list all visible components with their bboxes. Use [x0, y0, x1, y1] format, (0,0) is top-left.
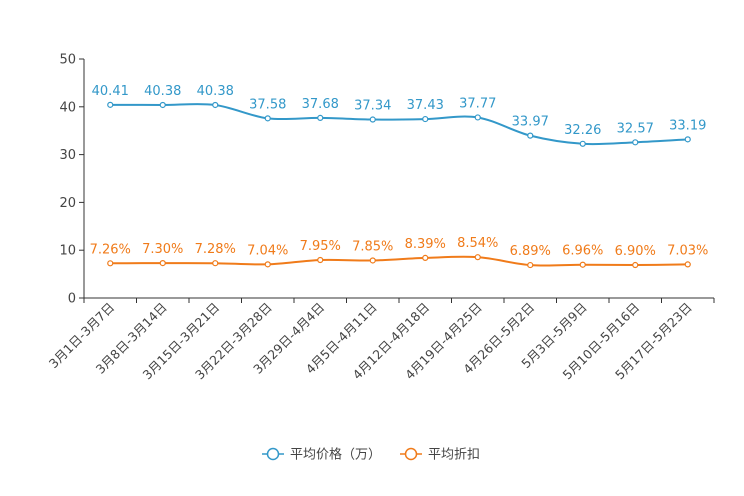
data-label: 6.89%: [510, 244, 551, 259]
data-label: 8.54%: [457, 236, 498, 251]
data-label: 40.38: [197, 84, 234, 99]
data-point: [212, 101, 219, 109]
data-label: 7.26%: [90, 242, 131, 257]
data-point: [369, 116, 376, 123]
data-point: [317, 256, 324, 264]
data-point: [107, 101, 114, 108]
data-label: 37.34: [354, 99, 391, 114]
data-label: 33.19: [669, 118, 706, 133]
data-label: 6.90%: [615, 244, 656, 259]
data-label: 32.57: [617, 121, 654, 136]
data-point: [474, 254, 481, 261]
data-point: [579, 261, 586, 268]
data-point: [474, 114, 481, 121]
data-label: 7.28%: [195, 242, 236, 257]
data-point: [317, 114, 324, 121]
legend-swatch-marker: [404, 447, 418, 461]
data-point: [684, 261, 691, 268]
data-point: [579, 140, 586, 147]
data-point: [264, 115, 271, 122]
y-tick-label: 10: [59, 244, 76, 259]
data-label: 6.96%: [562, 244, 603, 259]
data-point: [422, 254, 429, 261]
data-label: 7.03%: [667, 243, 708, 258]
data-point: [632, 261, 639, 269]
data-point: [632, 139, 639, 146]
legend-swatch-marker: [266, 447, 280, 461]
data-label: 37.68: [302, 97, 339, 112]
data-label: 37.77: [459, 96, 496, 111]
data-point: [159, 101, 166, 109]
data-point: [264, 261, 271, 268]
data-label: 7.30%: [142, 242, 183, 257]
y-tick-label: 0: [68, 292, 76, 307]
data-label: 32.26: [564, 123, 601, 138]
y-tick-label: 20: [59, 196, 76, 211]
series-line: [110, 255, 688, 267]
data-label: 8.39%: [405, 237, 446, 252]
data-label: 40.38: [144, 84, 181, 99]
data-label: 33.97: [512, 115, 549, 130]
data-label: 7.85%: [352, 239, 393, 254]
data-point: [369, 257, 376, 264]
y-tick-label: 40: [59, 100, 76, 115]
series-line: [110, 103, 688, 146]
data-point: [422, 115, 429, 123]
legend-label: 平均价格（万）: [290, 447, 381, 463]
data-label: 40.41: [92, 84, 129, 99]
data-point: [212, 260, 219, 267]
data-point: [527, 132, 534, 139]
legend-label: 平均折扣: [428, 448, 480, 463]
data-label: 7.04%: [247, 243, 288, 258]
data-point: [107, 260, 114, 267]
y-tick-label: 30: [59, 148, 76, 163]
data-label: 37.43: [407, 98, 444, 113]
data-label: 37.58: [249, 97, 286, 112]
data-label: 7.95%: [300, 239, 341, 254]
data-point: [159, 260, 166, 267]
y-tick-label: 50: [59, 53, 76, 68]
data-point: [684, 136, 691, 143]
data-point: [527, 261, 534, 269]
